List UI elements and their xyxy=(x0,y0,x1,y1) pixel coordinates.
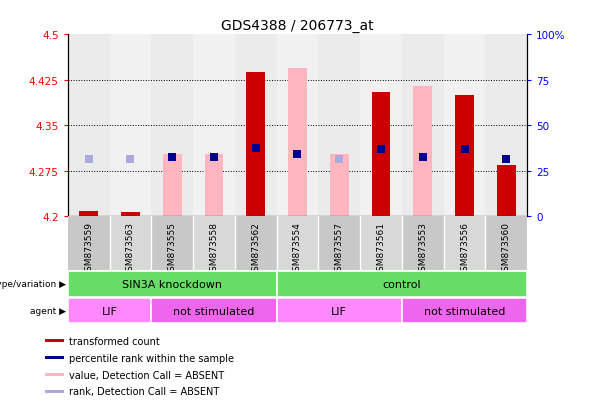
Bar xyxy=(288,69,307,217)
Bar xyxy=(193,35,235,217)
Bar xyxy=(45,390,64,393)
Point xyxy=(418,155,428,161)
Bar xyxy=(45,373,64,376)
Bar xyxy=(402,298,527,324)
Point xyxy=(502,156,511,163)
Text: GSM873557: GSM873557 xyxy=(335,221,344,276)
Bar xyxy=(413,87,432,217)
Text: not stimulated: not stimulated xyxy=(173,306,254,316)
Text: GSM873556: GSM873556 xyxy=(460,221,469,276)
Bar xyxy=(318,217,360,271)
Text: transformed count: transformed count xyxy=(70,336,160,346)
Bar xyxy=(444,217,485,271)
Bar xyxy=(151,217,193,271)
Bar xyxy=(45,356,64,359)
Text: GSM873555: GSM873555 xyxy=(168,221,177,276)
Bar xyxy=(110,217,151,271)
Text: not stimulated: not stimulated xyxy=(424,306,505,316)
Title: GDS4388 / 206773_at: GDS4388 / 206773_at xyxy=(221,19,374,33)
Text: LIF: LIF xyxy=(101,306,117,316)
Bar xyxy=(277,217,318,271)
Point xyxy=(209,155,219,161)
Text: GSM873560: GSM873560 xyxy=(502,221,511,276)
Text: GSM873558: GSM873558 xyxy=(210,221,219,276)
Bar xyxy=(455,96,474,217)
Bar xyxy=(497,165,516,217)
Text: agent ▶: agent ▶ xyxy=(29,306,66,315)
Text: rank, Detection Call = ABSENT: rank, Detection Call = ABSENT xyxy=(70,387,220,396)
Text: GSM873562: GSM873562 xyxy=(251,221,260,276)
Bar xyxy=(121,213,140,217)
Bar xyxy=(277,271,527,297)
Bar xyxy=(360,35,402,217)
Bar xyxy=(246,73,265,217)
Text: LIF: LIF xyxy=(331,306,347,316)
Text: GSM873561: GSM873561 xyxy=(376,221,385,276)
Bar xyxy=(402,35,444,217)
Bar xyxy=(110,35,151,217)
Point xyxy=(125,156,135,163)
Bar xyxy=(277,298,402,324)
Point xyxy=(167,155,177,161)
Text: control: control xyxy=(382,279,421,289)
Bar xyxy=(497,165,516,217)
Bar xyxy=(68,298,151,324)
Bar xyxy=(444,35,485,217)
Bar xyxy=(68,35,110,217)
Bar xyxy=(246,73,265,217)
Point xyxy=(376,146,386,153)
Text: value, Detection Call = ABSENT: value, Detection Call = ABSENT xyxy=(70,370,224,380)
Point xyxy=(251,145,260,152)
Bar xyxy=(485,35,527,217)
Text: GSM873554: GSM873554 xyxy=(293,221,302,276)
Bar xyxy=(360,217,402,271)
Bar xyxy=(235,35,277,217)
Bar xyxy=(372,93,391,217)
Bar xyxy=(204,154,223,217)
Bar xyxy=(318,35,360,217)
Text: GSM873559: GSM873559 xyxy=(84,221,93,276)
Bar xyxy=(79,212,98,217)
Bar xyxy=(455,96,474,217)
Bar xyxy=(485,217,527,271)
Text: SIN3A knockdown: SIN3A knockdown xyxy=(122,279,222,289)
Bar xyxy=(151,298,277,324)
Text: GSM873553: GSM873553 xyxy=(418,221,427,276)
Text: percentile rank within the sample: percentile rank within the sample xyxy=(70,353,234,363)
Text: genotype/variation ▶: genotype/variation ▶ xyxy=(0,280,66,288)
Bar xyxy=(330,154,349,217)
Bar xyxy=(277,35,318,217)
Bar xyxy=(121,213,140,217)
Point xyxy=(84,156,93,163)
Point xyxy=(335,156,344,163)
Bar xyxy=(79,212,98,217)
Text: GSM873563: GSM873563 xyxy=(126,221,135,276)
Point xyxy=(293,151,302,158)
Bar xyxy=(193,217,235,271)
Bar xyxy=(372,93,391,217)
Bar xyxy=(402,217,444,271)
Bar xyxy=(235,217,277,271)
Bar xyxy=(163,154,181,217)
Bar xyxy=(68,217,110,271)
Bar xyxy=(68,271,277,297)
Bar xyxy=(45,339,64,342)
Bar xyxy=(151,35,193,217)
Point xyxy=(460,146,469,153)
